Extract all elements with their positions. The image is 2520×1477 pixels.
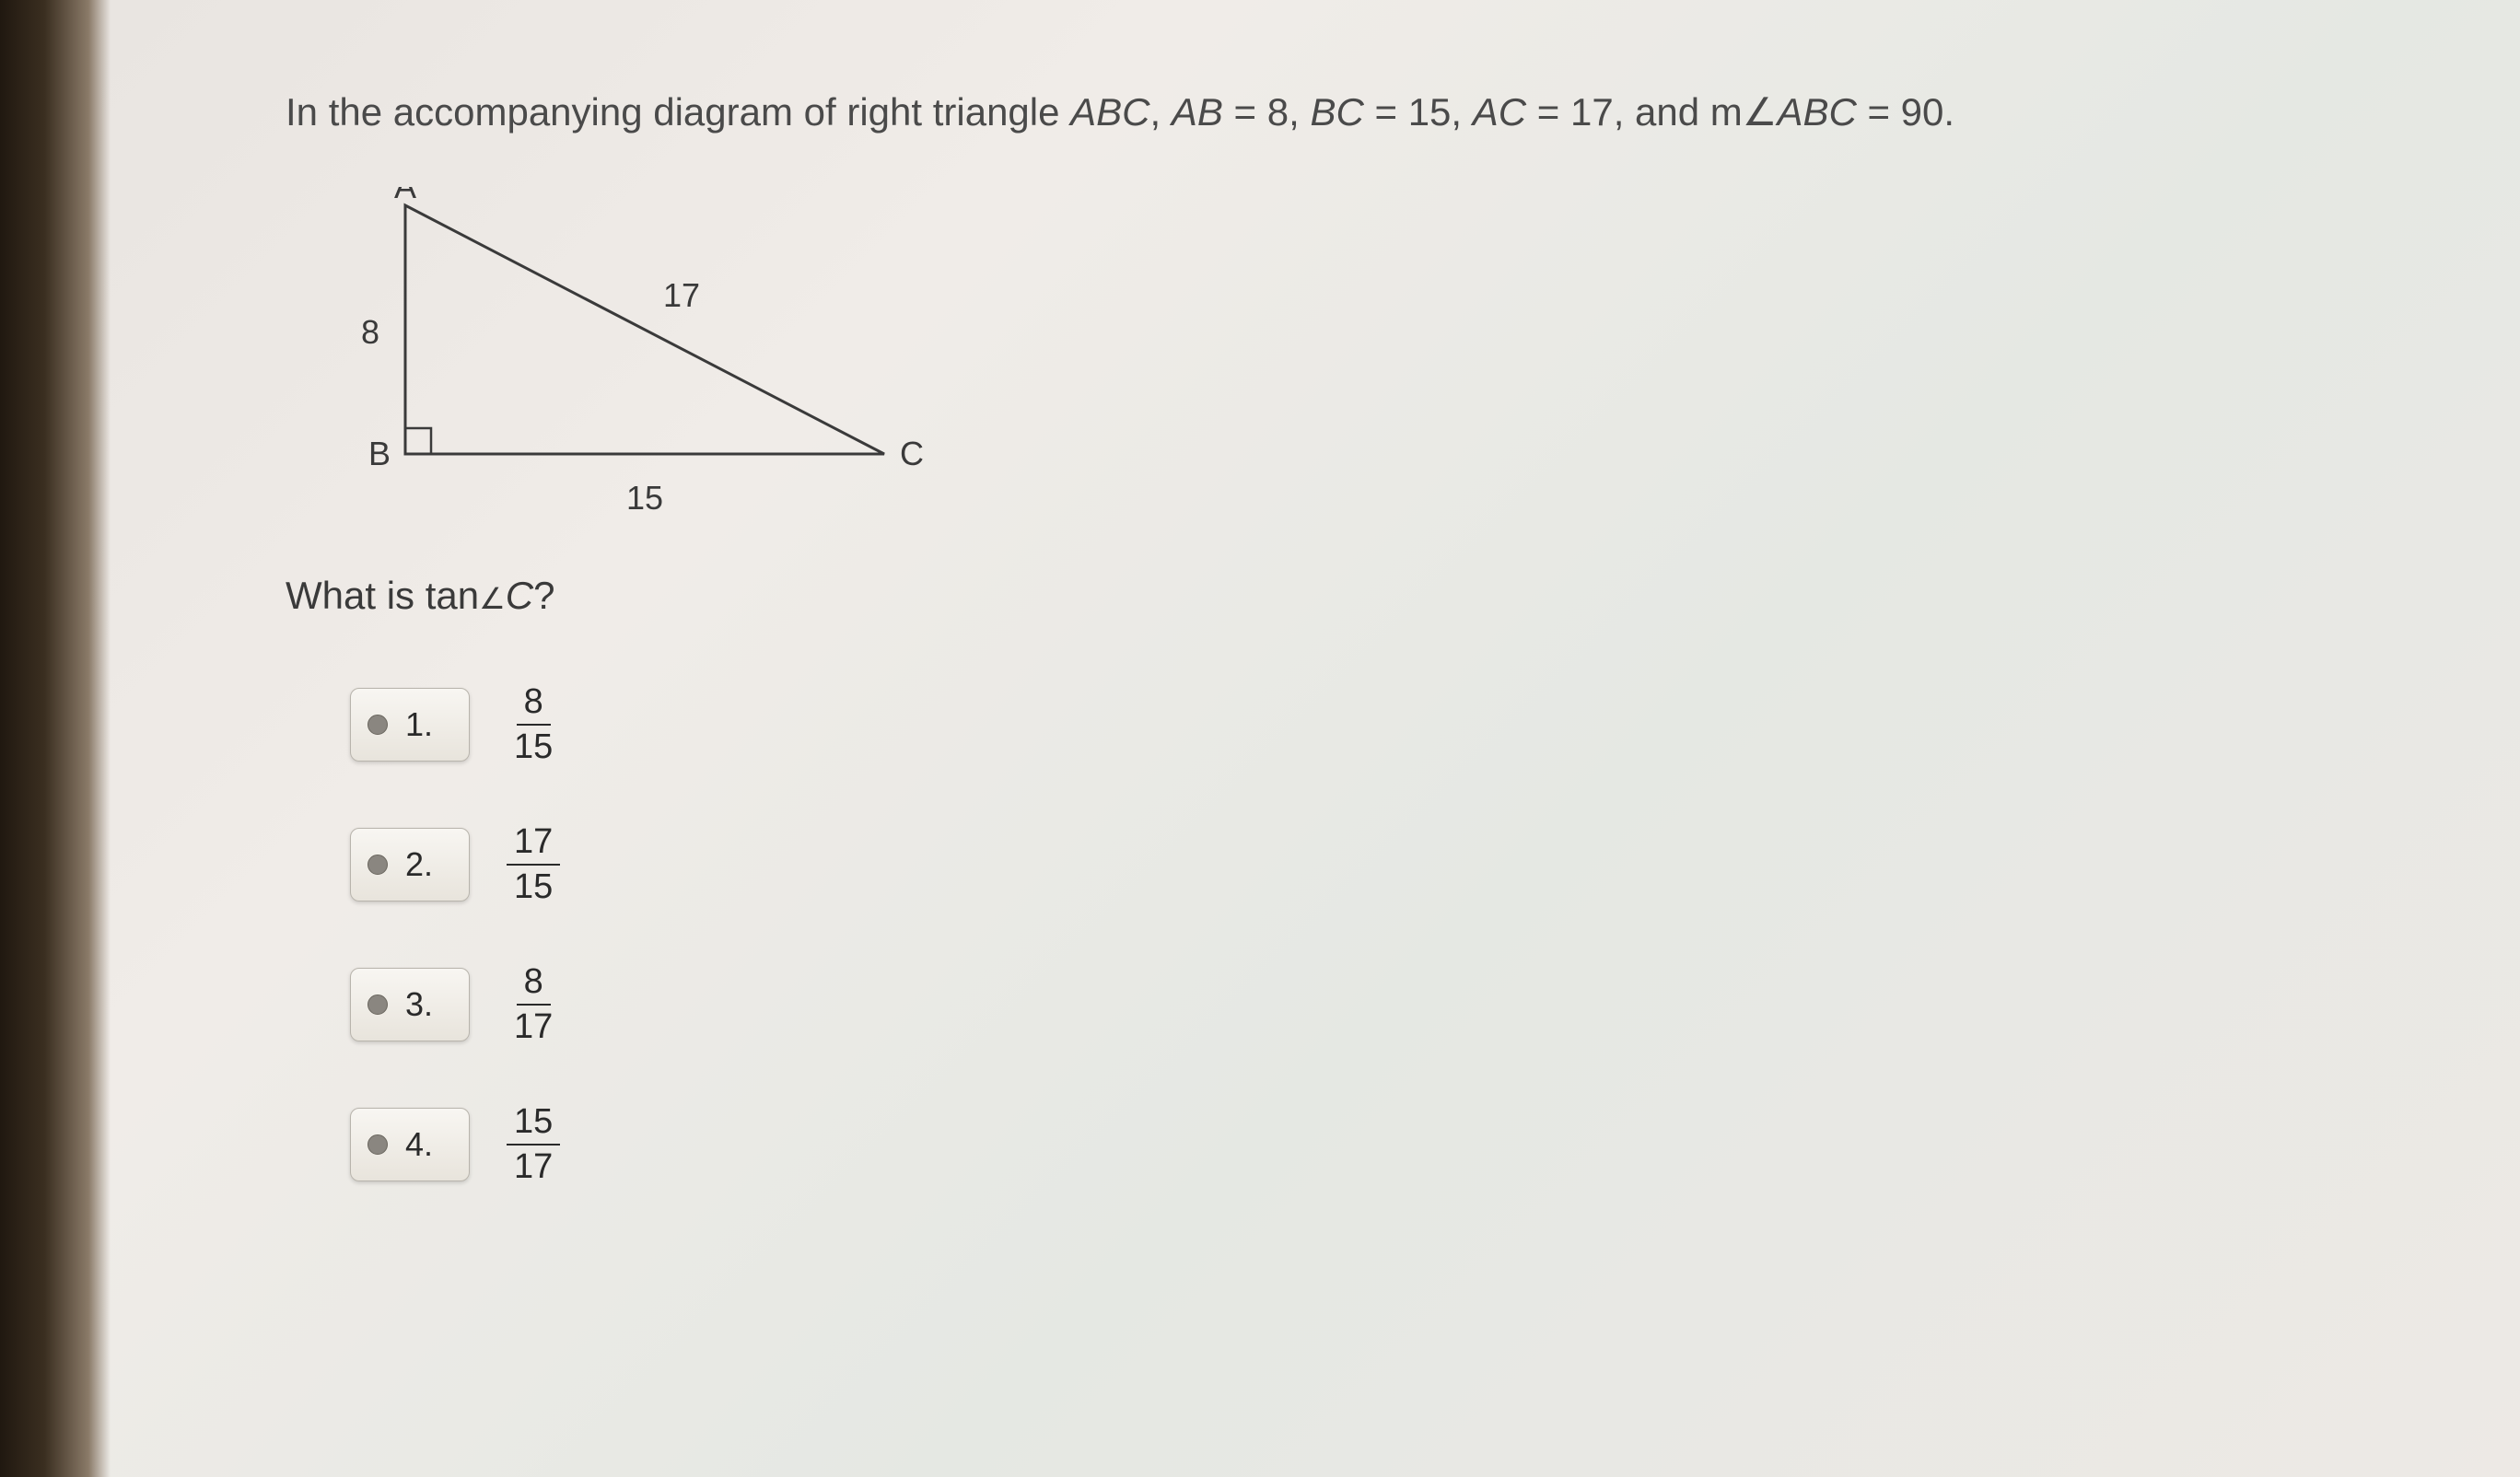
option-3-fraction: 8 17 bbox=[507, 962, 560, 1047]
option-2-row: 2. 17 15 bbox=[350, 822, 2404, 907]
eq: = bbox=[1364, 90, 1408, 134]
option-1-numerator: 8 bbox=[517, 682, 551, 726]
option-4-denominator: 17 bbox=[507, 1146, 560, 1187]
vertex-a-label: A bbox=[394, 187, 416, 205]
question-text: What is tan∠C? bbox=[286, 574, 2404, 618]
side-ab-val: 8 bbox=[1267, 90, 1289, 134]
radio-dot-icon bbox=[368, 994, 388, 1015]
triangle-shape bbox=[405, 205, 884, 454]
option-3-number: 3. bbox=[405, 985, 433, 1024]
eq: = bbox=[1223, 90, 1267, 134]
option-2-denominator: 15 bbox=[507, 866, 560, 907]
period: . bbox=[1943, 90, 1954, 134]
option-3-numerator: 8 bbox=[517, 962, 551, 1006]
side-ab-measurement: 8 bbox=[361, 313, 379, 351]
option-2-fraction: 17 15 bbox=[507, 822, 560, 907]
sep: , and m bbox=[1614, 90, 1743, 134]
question-vertex: C bbox=[506, 574, 533, 617]
vertex-c-label: C bbox=[900, 435, 924, 472]
vertex-b-label: B bbox=[368, 435, 391, 472]
problem-statement: In the accompanying diagram of right tri… bbox=[286, 83, 2404, 141]
option-4-numerator: 15 bbox=[507, 1102, 560, 1146]
angle-val: 90 bbox=[1901, 90, 1944, 134]
option-4-number: 4. bbox=[405, 1125, 433, 1164]
radio-dot-icon bbox=[368, 1134, 388, 1155]
option-1-button[interactable]: 1. bbox=[350, 688, 470, 762]
eq: = bbox=[1526, 90, 1570, 134]
side-ac-val: 17 bbox=[1570, 90, 1614, 134]
option-3-row: 3. 8 17 bbox=[350, 962, 2404, 1047]
triangle-name: ABC bbox=[1070, 90, 1149, 134]
side-bc-measurement: 15 bbox=[626, 479, 663, 517]
side-ac-measurement: 17 bbox=[663, 276, 700, 314]
option-1-fraction: 8 15 bbox=[507, 682, 560, 767]
angle-name: ABC bbox=[1777, 90, 1856, 134]
sep: , bbox=[1150, 90, 1172, 134]
option-1-row: 1. 8 15 bbox=[350, 682, 2404, 767]
triangle-svg: A B C 8 15 17 bbox=[341, 187, 986, 537]
question-suffix: ? bbox=[533, 574, 554, 617]
sep: , bbox=[1289, 90, 1310, 134]
sep: , bbox=[1451, 90, 1472, 134]
triangle-diagram: A B C 8 15 17 bbox=[341, 187, 986, 537]
eq: = bbox=[1857, 90, 1901, 134]
side-bc-val: 15 bbox=[1408, 90, 1452, 134]
problem-prefix: In the accompanying diagram of right tri… bbox=[286, 90, 1070, 134]
right-angle-marker bbox=[405, 428, 431, 454]
option-2-numerator: 17 bbox=[507, 822, 560, 866]
screen-edge-shadow bbox=[0, 0, 111, 1477]
side-ab-label: AB bbox=[1172, 90, 1223, 134]
option-4-button[interactable]: 4. bbox=[350, 1108, 470, 1181]
option-1-number: 1. bbox=[405, 705, 433, 744]
side-ac-label: AC bbox=[1473, 90, 1526, 134]
problem-content: In the accompanying diagram of right tri… bbox=[286, 83, 2404, 1242]
option-3-denominator: 17 bbox=[507, 1006, 560, 1047]
side-bc-label: BC bbox=[1310, 90, 1363, 134]
radio-dot-icon bbox=[368, 855, 388, 875]
option-2-number: 2. bbox=[405, 845, 433, 884]
radio-dot-icon bbox=[368, 715, 388, 735]
option-1-denominator: 15 bbox=[507, 726, 560, 767]
angle-symbol: ∠ bbox=[1743, 90, 1778, 134]
option-4-fraction: 15 17 bbox=[507, 1102, 560, 1187]
answer-options: 1. 8 15 2. 17 15 3. 8 17 bbox=[350, 682, 2404, 1187]
option-3-button[interactable]: 3. bbox=[350, 968, 470, 1041]
angle-symbol: ∠ bbox=[479, 582, 506, 615]
question-prefix: What is tan bbox=[286, 574, 479, 617]
option-4-row: 4. 15 17 bbox=[350, 1102, 2404, 1187]
option-2-button[interactable]: 2. bbox=[350, 828, 470, 901]
